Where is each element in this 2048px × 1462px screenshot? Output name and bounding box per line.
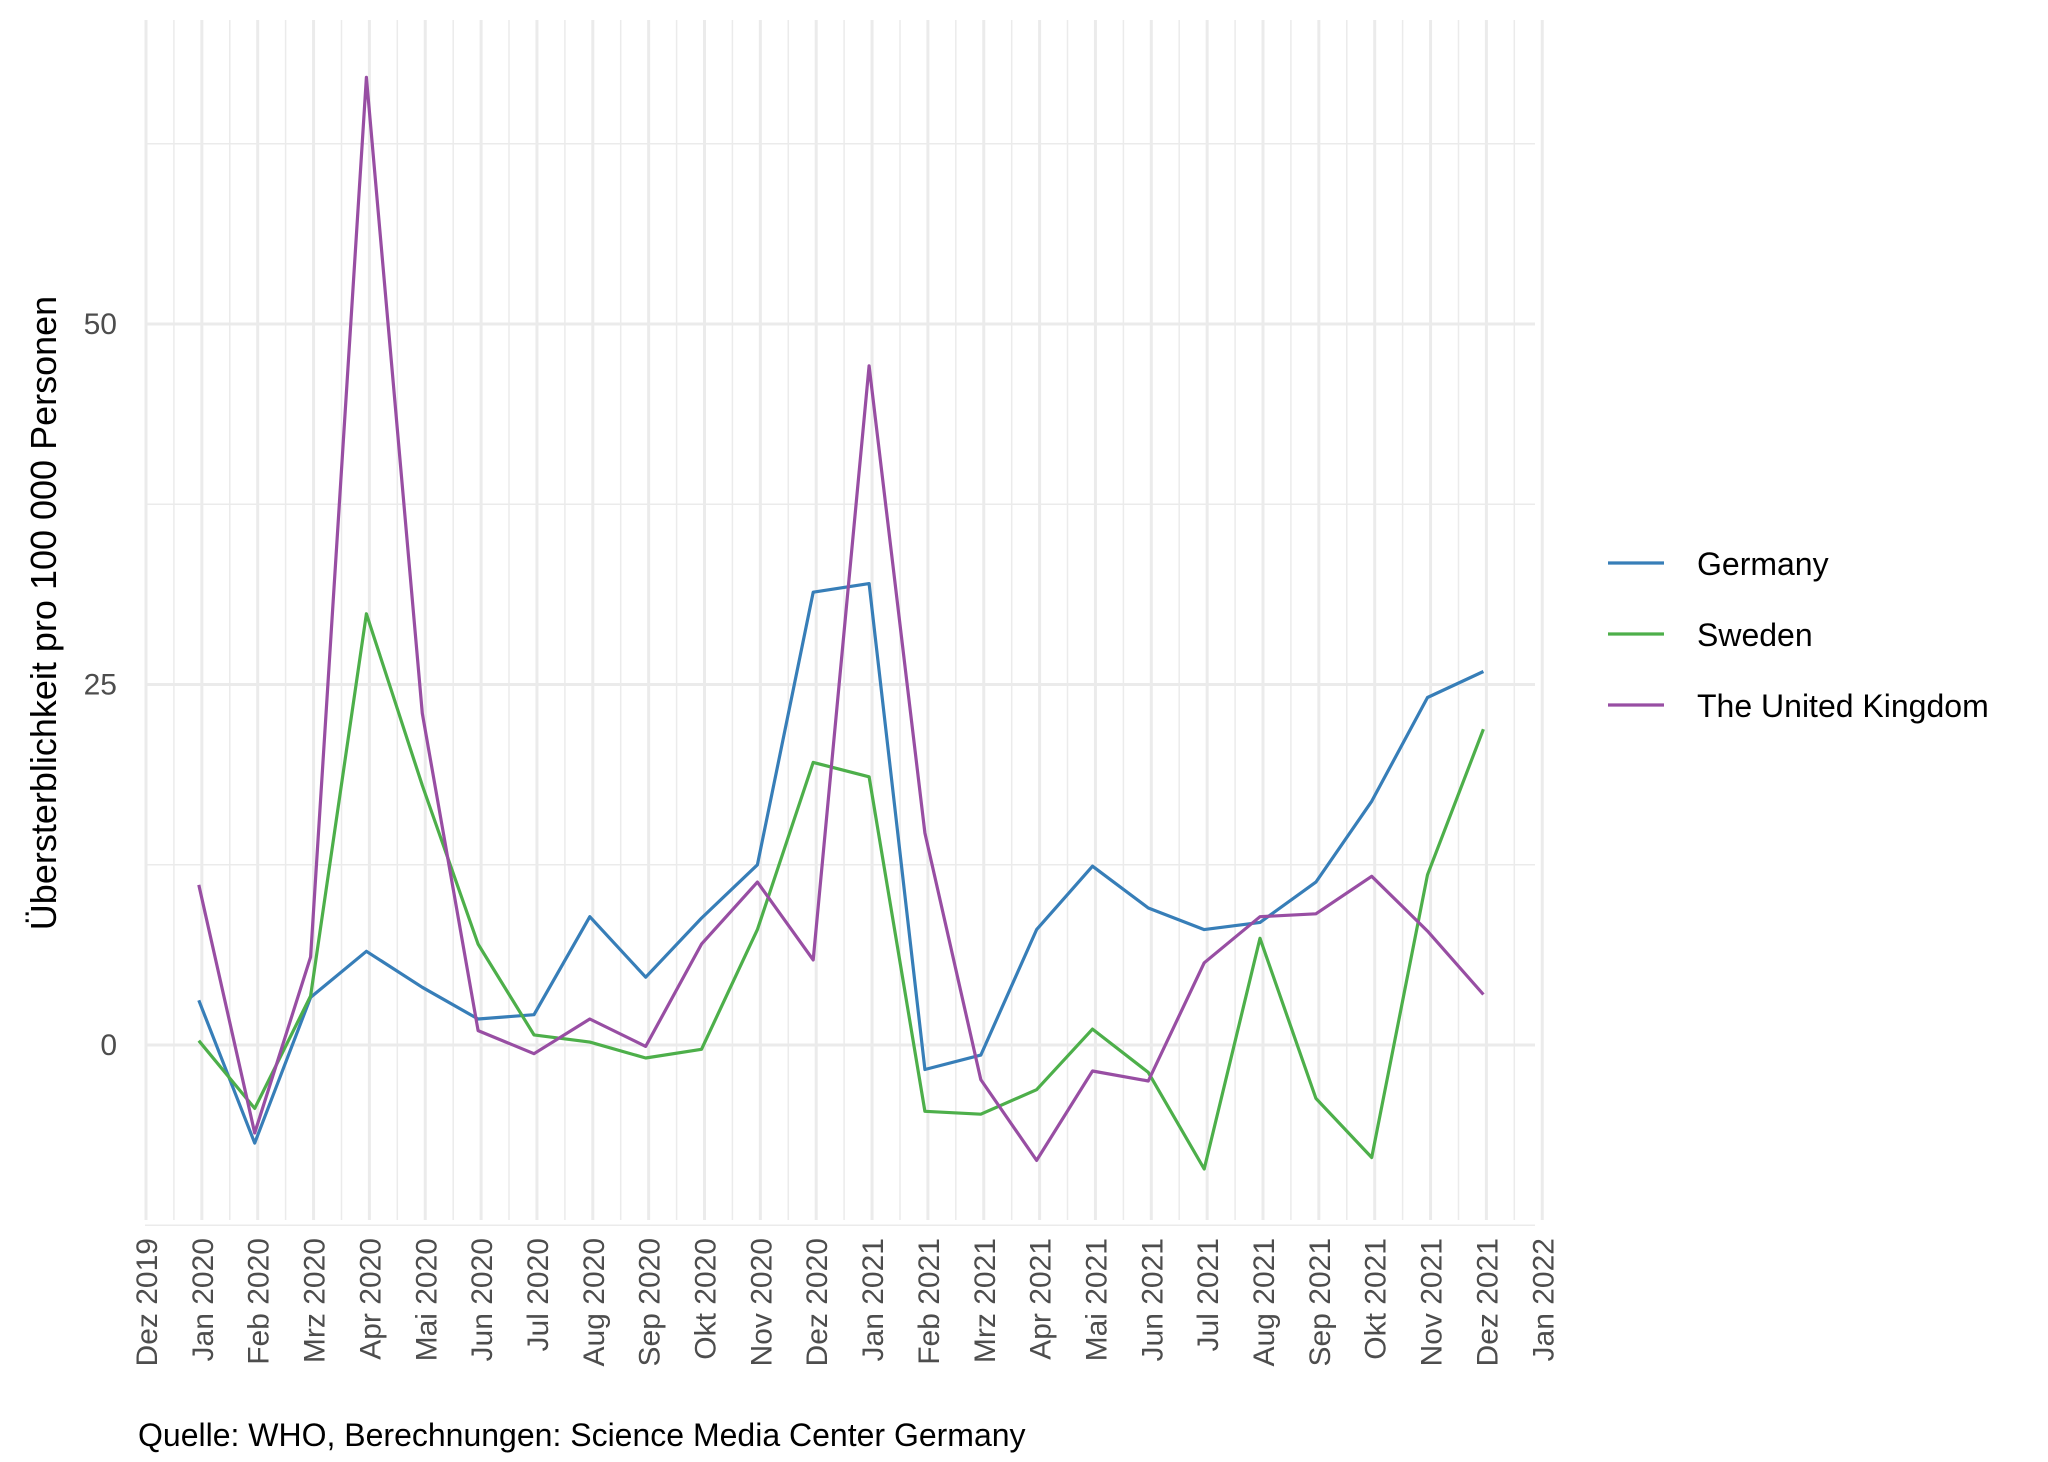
x-tick-label: Mai 2021 [1080, 1238, 1113, 1361]
x-tick-label: Jan 2021 [857, 1238, 890, 1361]
x-tick-label: Feb 2020 [243, 1238, 276, 1365]
x-tick-label: Sep 2021 [1304, 1238, 1337, 1366]
legend-label: Sweden [1697, 617, 1813, 653]
x-tick-label: Okt 2021 [1360, 1238, 1393, 1360]
x-tick-label: Jan 2020 [187, 1238, 220, 1361]
series-line-sweden [197, 612, 1485, 1171]
x-tick-label: Mai 2020 [410, 1238, 443, 1361]
x-tick-label: Dez 2021 [1471, 1238, 1504, 1366]
x-tick-label: Jan 2022 [1527, 1238, 1560, 1361]
x-tick-label: Nov 2021 [1416, 1238, 1449, 1366]
legend: Germany Sweden The United Kingdom [1608, 546, 1989, 724]
y-axis-title: Übersterblichkeit pro 100 000 Personen [23, 296, 64, 930]
x-tick-label: Okt 2020 [690, 1238, 723, 1360]
x-tick-label: Apr 2021 [1025, 1238, 1058, 1360]
y-axis-tick-labels: 0 25 50 [84, 308, 117, 1062]
y-tick-label: 50 [84, 308, 117, 341]
x-tick-label: Dez 2019 [131, 1238, 164, 1366]
x-tick-label: Jul 2021 [1192, 1238, 1225, 1351]
legend-label: Germany [1697, 546, 1829, 582]
x-tick-label: Dez 2020 [801, 1238, 834, 1366]
series-lines [197, 75, 1485, 1171]
y-tick-label: 0 [100, 1029, 117, 1062]
series-line-the-united-kingdom [197, 75, 1485, 1163]
x-tick-label: Aug 2020 [578, 1238, 611, 1366]
x-tick-label: Jun 2020 [466, 1238, 499, 1361]
x-tick-label: Jul 2020 [522, 1238, 555, 1351]
y-tick-label: 25 [84, 669, 117, 702]
x-tick-label: Feb 2021 [913, 1238, 946, 1365]
x-tick-label: Jun 2021 [1136, 1238, 1169, 1361]
legend-label: The United Kingdom [1697, 688, 1989, 724]
x-tick-label: Mrz 2020 [299, 1238, 332, 1363]
x-tick-label: Apr 2020 [354, 1238, 387, 1360]
x-tick-label: Sep 2020 [634, 1238, 667, 1366]
x-axis-tick-labels: Dez 2019 Jan 2020 Feb 2020 Mrz 2020 Apr 2020… [131, 1238, 1560, 1366]
caption: Quelle: WHO, Berechnungen: Science Media… [138, 1417, 1026, 1453]
x-tick-label: Mrz 2021 [969, 1238, 1002, 1363]
x-tick-label: Aug 2021 [1248, 1238, 1281, 1366]
x-tick-label: Nov 2020 [745, 1238, 778, 1366]
